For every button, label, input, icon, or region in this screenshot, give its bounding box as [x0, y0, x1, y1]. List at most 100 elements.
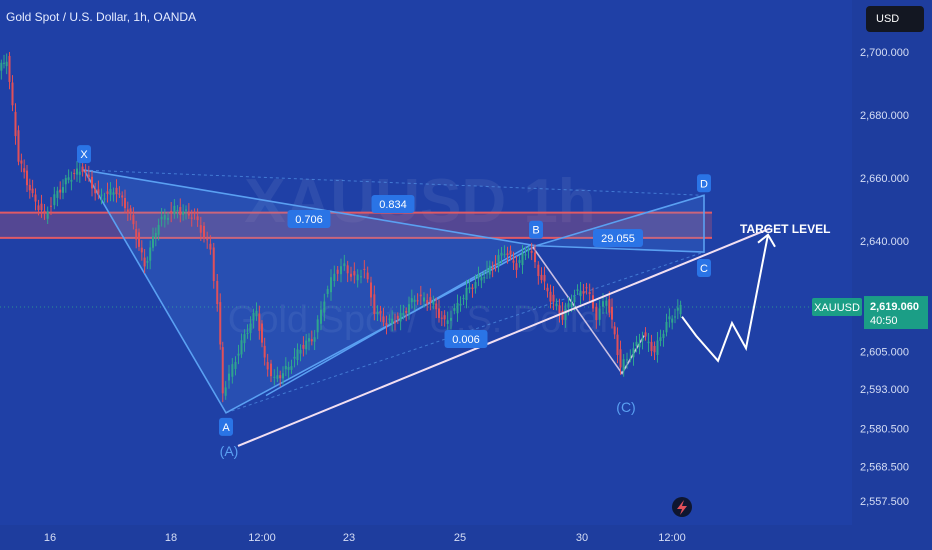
candle-body [320, 309, 322, 324]
candle-body [465, 287, 468, 300]
candle-body [644, 332, 647, 337]
candle-body [459, 303, 462, 306]
candle-body [31, 188, 34, 194]
candle-body [273, 376, 276, 378]
symbol-tag: XAUUSD [814, 302, 860, 314]
candle-body [81, 166, 84, 172]
candle-body [129, 208, 132, 213]
candle-body [14, 111, 17, 137]
candle-body [62, 187, 64, 193]
candle-body [483, 277, 486, 279]
candle-body [40, 203, 43, 211]
candle-body [109, 188, 112, 195]
candle-body [252, 312, 255, 321]
candle-body [263, 345, 266, 358]
pattern-point-label-a: A [222, 422, 230, 434]
candle-body [676, 307, 679, 311]
candle-body [302, 344, 305, 349]
candle-body [402, 313, 405, 316]
projection-arrowhead [757, 233, 776, 248]
candle-body [237, 353, 240, 356]
x-tick-label: 23 [343, 532, 355, 544]
candle-body [619, 349, 622, 368]
candle-body [462, 298, 465, 300]
candle-body [435, 303, 438, 310]
candle-body [146, 261, 149, 263]
candle-body [486, 269, 488, 271]
candle-body [112, 192, 115, 195]
candle-body [446, 320, 449, 324]
candle-body [11, 82, 14, 106]
candle-body [121, 195, 124, 198]
pattern-point-badge [697, 174, 711, 193]
candle-body [308, 338, 310, 342]
candle-body [453, 308, 456, 311]
candle-body [266, 362, 269, 370]
candle-body [185, 209, 187, 211]
pattern-bcd-triangle [535, 194, 705, 253]
candle-body [176, 210, 179, 212]
candle-body [549, 291, 552, 302]
candle-body [190, 217, 193, 219]
x-tick-label: 25 [454, 532, 466, 544]
candle-body [293, 356, 296, 359]
candle-body [154, 232, 157, 238]
pattern-xd-line [83, 169, 705, 196]
candle-body [34, 194, 37, 202]
candle-body [396, 315, 399, 319]
candle-body [43, 210, 46, 213]
last-price-value: 2,619.060 [870, 301, 919, 313]
candle-body [638, 342, 641, 348]
x-tick-label: 16 [44, 532, 56, 544]
candle-body [440, 317, 443, 319]
candle-body [157, 225, 160, 235]
ratio-label: 0.706 [295, 214, 323, 226]
candle-body [100, 194, 103, 196]
y-tick-label: 2,580.500 [860, 424, 909, 436]
candle-body [537, 264, 540, 276]
candle-body [246, 332, 249, 334]
candle-body [212, 247, 215, 282]
candle-body [595, 306, 598, 321]
candle-body [360, 276, 362, 278]
candle-body [534, 252, 536, 263]
candle-body [333, 273, 336, 281]
candle-body [182, 211, 185, 215]
candle-body [149, 247, 152, 261]
ratio-badge [371, 195, 415, 213]
candle-body [326, 289, 329, 295]
candle-body [170, 210, 173, 214]
candle-body [91, 176, 93, 189]
candle-body [543, 275, 546, 282]
candle-body [106, 191, 109, 194]
candle-body [573, 296, 576, 303]
candle-body [423, 297, 425, 302]
candle-body [53, 194, 56, 206]
candle-body [323, 301, 326, 313]
candle-body [115, 187, 118, 195]
candle-body [613, 326, 616, 335]
x-tick-label: 18 [165, 532, 177, 544]
y-tick-label: 2,557.500 [860, 496, 909, 508]
candle-body [103, 198, 106, 200]
candle-body [97, 189, 100, 194]
symbol-tag-bg [812, 298, 862, 317]
candle-body [310, 339, 313, 342]
candle-body [379, 310, 382, 314]
candle-body [243, 334, 246, 344]
candle-body [405, 311, 408, 313]
currency-button[interactable]: USD [866, 6, 924, 32]
x-tick-label: 30 [576, 532, 588, 544]
candle-body [429, 297, 432, 303]
candle-body [668, 316, 671, 320]
channel-line [265, 243, 533, 397]
candle-body [73, 172, 76, 174]
candle-body [193, 211, 196, 214]
candle-body [518, 260, 521, 263]
candle-body [632, 348, 635, 358]
pattern-point-label-c: C [700, 263, 708, 275]
candle-body [500, 252, 503, 256]
candle-body [450, 317, 452, 321]
candle-body [187, 211, 190, 216]
